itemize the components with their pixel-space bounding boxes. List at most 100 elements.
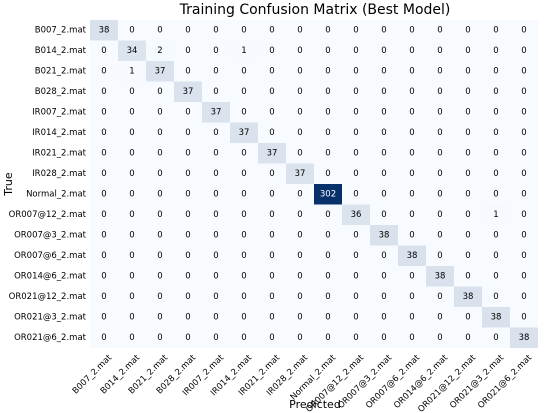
- heatmap-cell: [286, 184, 314, 205]
- cell-value-label: 0: [493, 107, 498, 117]
- heatmap-cell: [174, 163, 202, 184]
- heatmap-cell: [426, 163, 454, 184]
- heatmap-cell: [370, 81, 398, 102]
- cell-value-label: 0: [381, 312, 386, 322]
- heatmap-cell: [314, 20, 342, 41]
- cell-value-label: 0: [437, 25, 442, 35]
- heatmap-cell: [174, 245, 202, 266]
- heatmap-cell: [230, 102, 258, 123]
- cell-value-label: 0: [241, 312, 246, 322]
- heatmap-cell: [230, 143, 258, 164]
- heatmap-cell: [146, 61, 174, 82]
- cell-value-label: 0: [213, 230, 218, 240]
- cell-value-label: 37: [239, 128, 250, 138]
- heatmap-cell: [90, 61, 118, 82]
- heatmap-cell: [286, 204, 314, 225]
- cell-value-label: 38: [463, 292, 474, 302]
- cell-value-label: 0: [381, 107, 386, 117]
- heatmap-cell: [202, 225, 230, 246]
- cell-value-label: 0: [129, 312, 134, 322]
- heatmap-cell: [510, 61, 538, 82]
- heatmap-cell: [314, 143, 342, 164]
- cell-value-label: 0: [325, 66, 330, 76]
- heatmap-cell: [146, 102, 174, 123]
- cell-value-label: 0: [437, 251, 442, 261]
- cell-value-label: 0: [325, 46, 330, 56]
- cell-value-label: 0: [353, 87, 358, 97]
- x-axis-label: Predicted: [289, 398, 341, 411]
- cell-value-label: 0: [353, 189, 358, 199]
- y-tick-label: B014_2.mat: [35, 46, 87, 56]
- heatmap-cell: [482, 163, 510, 184]
- heatmap-cell: [342, 286, 370, 307]
- heatmap-cell: [510, 102, 538, 123]
- heatmap-cell: [342, 61, 370, 82]
- cell-value-label: 0: [185, 128, 190, 138]
- heatmap-cell: [90, 204, 118, 225]
- cell-value-label: 302: [320, 189, 336, 199]
- cell-value-label: 0: [129, 210, 134, 220]
- heatmap-cell: [482, 286, 510, 307]
- heatmap-cell: [90, 81, 118, 102]
- heatmap-cell: [146, 286, 174, 307]
- cell-value-label: 0: [353, 292, 358, 302]
- heatmap-cell: [482, 40, 510, 61]
- cell-value-label: 0: [129, 148, 134, 158]
- cell-value-label: 0: [129, 292, 134, 302]
- heatmap-cell: [118, 20, 146, 41]
- cell-value-label: 0: [409, 292, 414, 302]
- cell-value-label: 2: [157, 46, 162, 56]
- heatmap-cell: [286, 81, 314, 102]
- heatmap-cell: [202, 61, 230, 82]
- cell-value-label: 0: [409, 210, 414, 220]
- heatmap-cell: [230, 225, 258, 246]
- cell-value-label: 0: [157, 87, 162, 97]
- heatmap-cell: [370, 102, 398, 123]
- cell-value-label: 34: [127, 46, 138, 56]
- heatmap-cell: [118, 102, 146, 123]
- heatmap-cell: [398, 143, 426, 164]
- cell-value-label: 0: [213, 128, 218, 138]
- y-tick-label: IR014_2.mat: [32, 128, 86, 138]
- heatmap-cell: [90, 245, 118, 266]
- heatmap-cell: [510, 143, 538, 164]
- heatmap-cell: [426, 286, 454, 307]
- heatmap-cell: [398, 81, 426, 102]
- heatmap-cell: [398, 327, 426, 348]
- cell-value-label: 0: [157, 128, 162, 138]
- cell-value-label: 0: [409, 25, 414, 35]
- heatmap-cell: [342, 40, 370, 61]
- cell-value-label: 0: [185, 148, 190, 158]
- cell-value-label: 0: [269, 312, 274, 322]
- cell-value-label: 0: [353, 25, 358, 35]
- y-tick-label: IR021_2.mat: [32, 148, 86, 158]
- cell-value-label: 0: [409, 189, 414, 199]
- heatmap-cell: [426, 61, 454, 82]
- cell-value-label: 0: [325, 87, 330, 97]
- heatmap-cell: [258, 61, 286, 82]
- heatmap-cell: [454, 61, 482, 82]
- cell-value-label: 0: [269, 189, 274, 199]
- cell-value-label: 0: [325, 169, 330, 179]
- heatmap-cell: [258, 81, 286, 102]
- cell-value-label: 0: [521, 87, 526, 97]
- heatmap-cell: [398, 40, 426, 61]
- heatmap-cell: [286, 245, 314, 266]
- heatmap-cell: [146, 245, 174, 266]
- heatmap-cell: [202, 40, 230, 61]
- cell-value-label: 0: [269, 128, 274, 138]
- cell-value-label: 0: [493, 25, 498, 35]
- heatmap-cell: [230, 163, 258, 184]
- cell-value-label: 0: [381, 271, 386, 281]
- cell-value-label: 0: [297, 271, 302, 281]
- cell-value-label: 0: [157, 292, 162, 302]
- cell-value-label: 0: [521, 312, 526, 322]
- cell-value-label: 0: [409, 128, 414, 138]
- heatmap-cell: [174, 225, 202, 246]
- heatmap-cell: [258, 184, 286, 205]
- heatmap-cell: [510, 307, 538, 328]
- heatmap-cell: [258, 163, 286, 184]
- cell-value-label: 0: [101, 251, 106, 261]
- heatmap-cell: [230, 122, 258, 143]
- heatmap-cell: [314, 204, 342, 225]
